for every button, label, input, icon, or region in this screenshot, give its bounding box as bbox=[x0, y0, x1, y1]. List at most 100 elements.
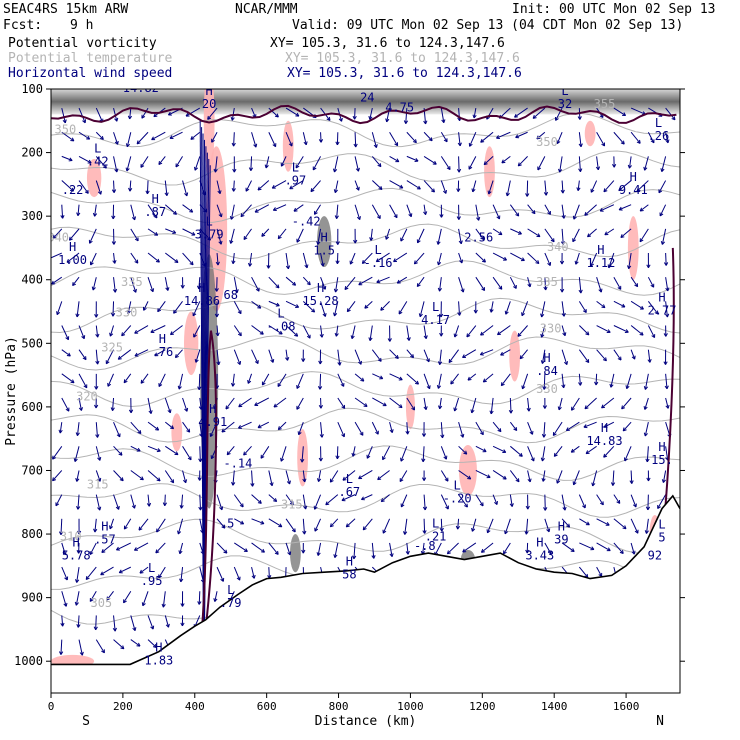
init-time: Init: 00 UTC Mon 02 Sep 13 bbox=[512, 2, 716, 17]
wind-vector bbox=[150, 325, 166, 334]
wind-vector bbox=[458, 445, 468, 455]
x-tick-label: 0 bbox=[48, 700, 55, 713]
wind-vector bbox=[350, 325, 356, 340]
wind-vector bbox=[623, 446, 632, 462]
wind-vector bbox=[527, 470, 532, 483]
wind-vector bbox=[368, 325, 373, 342]
wind-vector bbox=[475, 421, 484, 436]
terrain-fill bbox=[51, 495, 680, 693]
wind-vector bbox=[371, 542, 376, 559]
wind-vector bbox=[118, 566, 132, 574]
wind-vector bbox=[462, 349, 477, 359]
wind-vector bbox=[354, 373, 365, 382]
wind-vector bbox=[400, 446, 408, 462]
wind-vector bbox=[561, 518, 571, 528]
extremum-value: 2.56 bbox=[464, 231, 493, 245]
wind-vector bbox=[95, 470, 102, 482]
wind-vector bbox=[164, 397, 172, 414]
wind-vector bbox=[561, 373, 566, 389]
extremum-type: H bbox=[159, 332, 166, 346]
extremum-type: H bbox=[543, 351, 550, 365]
wind-speed-zone bbox=[509, 330, 521, 382]
wind-vector bbox=[508, 397, 514, 414]
wind-vector bbox=[260, 446, 270, 459]
wind-vector bbox=[596, 494, 604, 506]
wind-vector bbox=[416, 276, 425, 288]
y-tick-label: 700 bbox=[21, 463, 43, 477]
wind-vector bbox=[89, 591, 97, 602]
wind-vector bbox=[197, 373, 202, 391]
wind-vector bbox=[165, 445, 179, 456]
wind-vector bbox=[266, 253, 271, 269]
wind-vector bbox=[302, 325, 311, 339]
extremum-value: 2.77 bbox=[648, 304, 677, 318]
wind-vector bbox=[140, 373, 149, 384]
wind-vector bbox=[268, 494, 278, 503]
wind-vector bbox=[216, 542, 228, 554]
wind-vector bbox=[613, 276, 622, 290]
wind-vector bbox=[130, 277, 137, 293]
wind-vector bbox=[337, 397, 346, 409]
wind-vector bbox=[544, 228, 555, 243]
extremum-value: 1.00 bbox=[58, 253, 87, 267]
wind-vector bbox=[243, 445, 252, 456]
wind-vector bbox=[448, 349, 459, 364]
wind-vector bbox=[337, 421, 346, 438]
wind-vector bbox=[190, 131, 201, 140]
wind-vector bbox=[527, 277, 532, 288]
wind-vector bbox=[216, 204, 223, 218]
wind-vector bbox=[527, 252, 540, 265]
wind-vector bbox=[277, 373, 287, 387]
wind-vector bbox=[620, 228, 632, 239]
wind-vector bbox=[313, 494, 322, 510]
wind-vector bbox=[130, 421, 142, 434]
wind-vector bbox=[113, 156, 119, 173]
wind-vector bbox=[439, 325, 444, 337]
wind-vector bbox=[226, 445, 235, 456]
wind-vector bbox=[393, 252, 408, 263]
extremum-type: L bbox=[658, 518, 665, 532]
wind-vector bbox=[52, 470, 63, 482]
wind-vector bbox=[268, 542, 279, 555]
extremum-value: 1.83 bbox=[144, 653, 173, 667]
wind-vector bbox=[313, 204, 321, 215]
wind-vector bbox=[643, 397, 649, 410]
wind-vector bbox=[158, 156, 166, 166]
wind-vector bbox=[94, 373, 99, 390]
wind-vector bbox=[285, 518, 296, 533]
wind-vector bbox=[216, 518, 226, 529]
wind-vector bbox=[647, 276, 655, 288]
wind-vector bbox=[561, 204, 566, 219]
wind-vector bbox=[130, 470, 144, 481]
y-tick-label: 400 bbox=[21, 273, 43, 287]
wind-vector bbox=[335, 446, 340, 460]
wind-vector bbox=[164, 180, 169, 197]
wind-vector bbox=[254, 204, 270, 213]
wind-vector bbox=[509, 421, 518, 431]
wind-vector bbox=[134, 349, 149, 357]
wind-vector bbox=[285, 132, 293, 147]
wind-vector bbox=[389, 397, 403, 409]
wind-vector bbox=[128, 397, 134, 414]
wind-vector bbox=[526, 397, 531, 412]
wind-vector bbox=[91, 277, 97, 291]
extremum-value: 20 bbox=[202, 97, 216, 111]
wind-vector bbox=[644, 518, 649, 534]
wind-vector bbox=[251, 349, 259, 365]
wind-vector bbox=[141, 591, 149, 607]
wind-vector bbox=[603, 421, 615, 428]
wind-vector bbox=[437, 277, 442, 292]
wind-vector bbox=[182, 228, 196, 236]
wind-vector bbox=[233, 301, 242, 315]
wind-vector bbox=[553, 446, 563, 457]
wind-vector bbox=[400, 228, 408, 242]
wind-vector bbox=[142, 301, 149, 311]
wind-vector bbox=[180, 277, 185, 289]
extremum-type: H bbox=[209, 402, 216, 416]
wind-vector bbox=[509, 204, 520, 217]
wind-vector bbox=[125, 132, 132, 148]
x-tick-label: 1400 bbox=[541, 700, 568, 713]
x-tick-label: 1000 bbox=[397, 700, 424, 713]
wind-vector bbox=[337, 373, 345, 387]
wind-vector bbox=[333, 180, 339, 193]
